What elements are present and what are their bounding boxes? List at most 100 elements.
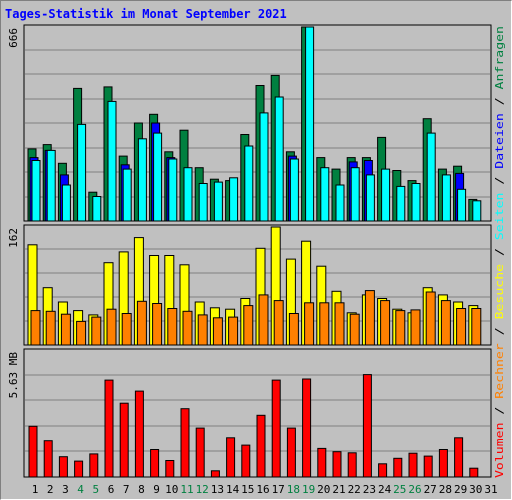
bar-seiten-day-26: [411, 183, 421, 222]
bar-seiten-day-21: [335, 184, 345, 222]
bar-rechner-day-2: [45, 310, 56, 346]
bar-rechner-day-21: [334, 302, 345, 346]
series-legend: Volumen / Rechner / Besuche / Seiten / D…: [493, 26, 506, 478]
bar-rechner-day-11: [182, 310, 193, 346]
legend-dateien: Dateien: [493, 113, 506, 169]
bar-seiten-day-22: [350, 167, 360, 222]
bar-volumen-day-8: [134, 390, 144, 478]
bar-seiten-day-13: [213, 181, 223, 222]
bar-volumen-day-2: [43, 440, 53, 478]
x-tick-day-29: 29: [454, 483, 467, 496]
bar-seiten-day-19: [305, 26, 315, 222]
x-tick-day-30: 30: [469, 483, 482, 496]
bar-seiten-day-20: [320, 167, 330, 222]
legend-separator: /: [493, 399, 506, 423]
bar-volumen-day-23: [362, 374, 372, 478]
panel-bot-max-label: 5.63 MB: [7, 352, 20, 399]
bar-seiten-day-1: [31, 160, 41, 222]
bar-seiten-day-18: [289, 158, 299, 222]
panel-top-max-label: 666: [7, 28, 20, 48]
bar-rechner-day-10: [167, 308, 178, 346]
x-tick-day-24: 24: [378, 483, 392, 496]
bar-rechner-day-12: [197, 314, 208, 346]
bar-seiten-day-16: [259, 112, 269, 222]
bar-rechner-day-13: [212, 317, 223, 346]
bar-seiten-day-9: [153, 132, 163, 222]
bar-volumen-day-24: [378, 463, 388, 478]
bar-seiten-day-23: [365, 174, 375, 222]
bar-volumen-day-26: [408, 452, 418, 478]
bar-seiten-day-30: [472, 200, 482, 222]
bar-rechner-day-23: [364, 290, 375, 346]
x-tick-day-4: 4: [77, 483, 84, 496]
legend-separator: /: [493, 240, 506, 264]
x-tick-day-3: 3: [62, 483, 69, 496]
x-tick-day-26: 26: [408, 483, 421, 496]
bar-rechner-day-3: [60, 313, 71, 346]
bar-volumen-day-12: [195, 427, 205, 478]
bar-volumen-day-7: [119, 402, 129, 478]
bar-rechner-day-7: [121, 313, 132, 346]
x-tick-day-8: 8: [138, 483, 145, 496]
bar-rechner-day-28: [440, 300, 451, 346]
bar-seiten-day-3: [61, 184, 71, 222]
bar-seiten-day-6: [107, 100, 117, 222]
bar-rechner-day-20: [319, 302, 330, 346]
x-tick-day-31: 31: [484, 483, 497, 496]
bar-seiten-day-27: [426, 132, 436, 222]
bar-volumen-day-4: [74, 460, 84, 478]
bar-volumen-day-13: [210, 470, 220, 478]
bar-volumen-day-19: [302, 378, 312, 478]
bar-rechner-day-15: [243, 305, 254, 346]
panel-mid-max-label: 162: [7, 228, 20, 248]
bar-seiten-day-15: [244, 145, 254, 222]
bar-rechner-day-25: [395, 310, 406, 346]
legend-rechner: Rechner: [493, 343, 506, 399]
bar-volumen-day-11: [180, 408, 190, 478]
x-tick-day-21: 21: [332, 483, 345, 496]
bar-seiten-day-10: [168, 158, 178, 222]
x-tick-day-12: 12: [196, 483, 209, 496]
bar-volumen-day-28: [438, 449, 448, 478]
x-tick-day-1: 1: [32, 483, 39, 496]
bar-volumen-day-29: [454, 437, 464, 478]
bar-volumen-day-17: [271, 379, 281, 478]
bar-seiten-day-12: [198, 183, 208, 222]
x-tick-day-13: 13: [211, 483, 224, 496]
bar-rechner-day-18: [288, 313, 299, 346]
legend-seiten: Seiten: [493, 193, 506, 241]
bar-volumen-day-15: [241, 444, 251, 478]
bar-rechner-day-5: [91, 316, 102, 346]
x-tick-day-11: 11: [180, 483, 193, 496]
x-tick-day-27: 27: [424, 483, 437, 496]
bar-seiten-day-7: [122, 168, 132, 222]
x-tick-day-25: 25: [393, 483, 406, 496]
bar-volumen-day-27: [423, 455, 433, 478]
bar-seiten-day-24: [381, 168, 391, 222]
legend-separator: /: [493, 319, 506, 343]
bar-seiten-day-2: [46, 149, 56, 222]
bar-seiten-day-8: [137, 138, 147, 222]
bar-rechner-day-26: [410, 309, 421, 346]
bar-volumen-day-22: [347, 452, 357, 478]
bar-seiten-day-4: [77, 123, 87, 222]
bar-rechner-day-29: [456, 308, 467, 346]
bar-volumen-day-21: [332, 451, 342, 478]
chart-title: Tages-Statistik im Monat September 2021: [5, 7, 287, 21]
x-tick-day-6: 6: [108, 483, 115, 496]
bar-rechner-day-1: [30, 310, 41, 346]
x-tick-day-5: 5: [92, 483, 99, 496]
bar-rechner-day-17: [273, 300, 284, 346]
x-tick-day-10: 10: [165, 483, 178, 496]
x-tick-day-22: 22: [348, 483, 361, 496]
bar-volumen-day-16: [256, 414, 266, 478]
legend-besuche: Besuche: [493, 264, 506, 320]
bar-volumen-day-18: [286, 427, 296, 478]
bar-volumen-day-9: [150, 449, 160, 478]
bar-volumen-day-30: [469, 467, 479, 478]
bar-rechner-day-4: [76, 320, 87, 346]
legend-separator: /: [493, 169, 506, 193]
x-tick-day-2: 2: [47, 483, 54, 496]
bar-volumen-day-3: [58, 456, 68, 478]
